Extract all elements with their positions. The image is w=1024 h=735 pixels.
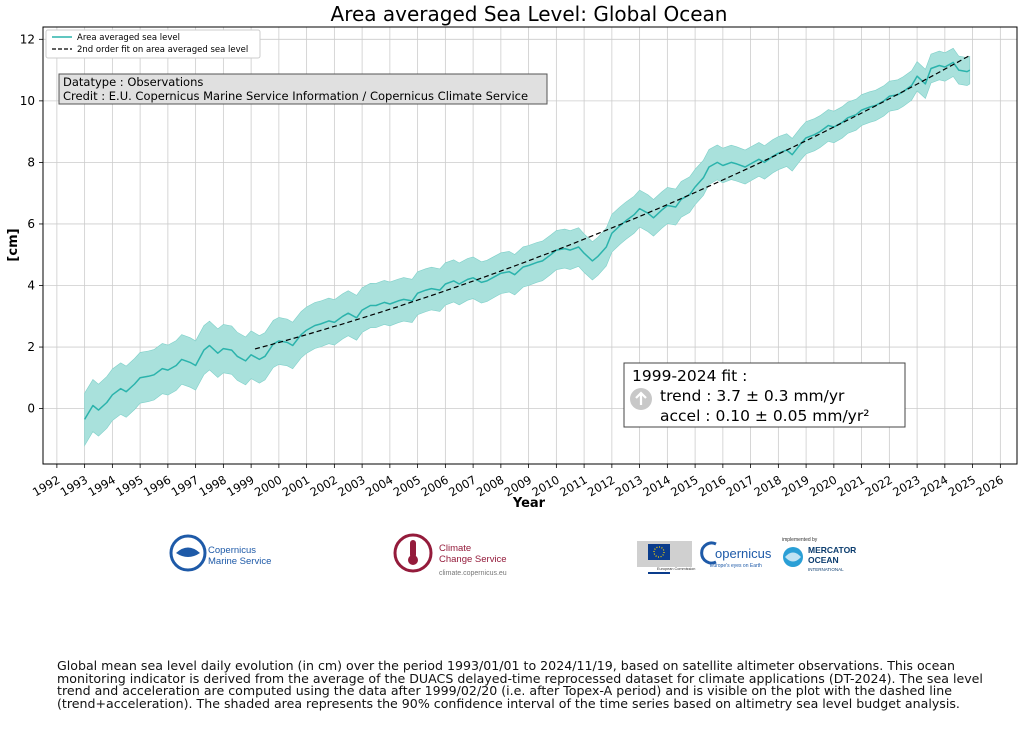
svg-text:Change Service: Change Service	[439, 554, 507, 565]
x-tick-label: 1992	[30, 473, 62, 500]
x-tick-label: 1996	[141, 473, 173, 500]
plot-frame	[42, 26, 1018, 465]
y-ticks: 0 2 4 6 8 10 12	[20, 32, 43, 416]
x-tick-label: 1998	[197, 473, 229, 500]
fish-icon	[176, 547, 200, 557]
svg-text:MERCATOR: MERCATOR	[808, 545, 856, 555]
x-tick-label: 2016	[696, 473, 728, 500]
confidence-band	[84, 47, 971, 447]
copernicus-marine-logo: Copernicus Marine Service	[169, 534, 271, 572]
svg-text:opernicus: opernicus	[715, 546, 772, 561]
legend-label-sea-level: Area averaged sea level	[77, 33, 180, 43]
thermometer-icon	[410, 540, 416, 558]
legend-label-fit: 2nd order fit on area averaged sea level	[77, 45, 248, 55]
x-tick-label: 2013	[613, 473, 645, 500]
sea-level-line	[83, 61, 971, 420]
x-tick-label: 2023	[890, 473, 922, 500]
x-tick-label: 1999	[224, 473, 256, 500]
credit-box: Datatype : Observations Credit : E.U. Co…	[58, 73, 548, 105]
x-tick-label: 2015	[668, 473, 700, 500]
x-axis-label: Year	[512, 496, 546, 511]
y-tick-label: 0	[27, 402, 35, 416]
copernicus-logo: opernicus Europe's eyes on Earth	[700, 541, 772, 569]
legend: Area averaged sea level 2nd order fit on…	[45, 29, 261, 59]
fit-trend: trend : 3.7 ± 0.3 mm/yr	[660, 387, 845, 405]
x-tick-label: 2012	[585, 473, 617, 500]
svg-text:implemented by: implemented by	[782, 537, 818, 543]
x-tick-label: 2007	[446, 473, 478, 500]
svg-text:INTERNATIONAL: INTERNATIONAL	[808, 567, 844, 572]
x-tick-label: 2025	[946, 473, 978, 500]
x-tick-label: 2006	[419, 473, 451, 500]
x-tick-label: 1993	[58, 473, 90, 500]
x-tick-label: 2022	[863, 473, 895, 500]
x-tick-label: 2001	[280, 473, 312, 500]
y-tick-label: 10	[20, 94, 35, 108]
x-tick-label: 2018	[752, 473, 784, 500]
svg-text:Copernicus: Copernicus	[208, 545, 256, 556]
svg-text:OCEAN: OCEAN	[808, 555, 839, 565]
fit-dashed-line	[254, 55, 970, 350]
arrow-up-icon	[635, 391, 647, 405]
x-tick-label: 1997	[169, 473, 201, 500]
y-axis-label: [cm]	[6, 228, 21, 261]
confidence-band-area	[84, 47, 971, 447]
x-tick-label: 2002	[308, 473, 340, 500]
x-tick-label: 2021	[835, 473, 867, 500]
chart-title: Area averaged Sea Level: Global Ocean	[331, 2, 728, 26]
y-tick-label: 8	[27, 155, 35, 169]
x-ticks: 1992199319941995199619971998199920002001…	[30, 464, 1006, 499]
logo-strip: Copernicus Marine Service Climate Change…	[169, 533, 856, 577]
x-tick-label: 2019	[779, 473, 811, 500]
credit-text: Credit : E.U. Copernicus Marine Service …	[63, 89, 528, 103]
x-tick-label: 2024	[918, 473, 950, 500]
x-tick-label: 1995	[113, 473, 145, 500]
datatype-text: Datatype : Observations	[63, 75, 203, 89]
y-tick-label: 2	[27, 340, 35, 354]
sea-level-chart: Area averaged Sea Level: Global Ocean 19…	[6, 2, 1018, 511]
svg-text:climate.copernicus.eu: climate.copernicus.eu	[439, 570, 507, 577]
eu-flag-icon	[648, 544, 670, 560]
x-tick-label: 2014	[641, 473, 673, 500]
x-tick-label: 2000	[252, 473, 284, 500]
x-tick-label: 2004	[363, 473, 395, 500]
x-tick-label: 1994	[86, 473, 118, 500]
x-tick-label: 2008	[474, 473, 506, 500]
c3s-logo: Climate Change Service climate.copernicu…	[393, 533, 507, 577]
fit-accel: accel : 0.10 ± 0.05 mm/yr²	[660, 407, 869, 425]
x-tick-label: 2026	[974, 473, 1006, 500]
svg-text:Climate: Climate	[439, 543, 471, 554]
svg-text:Marine Service: Marine Service	[208, 556, 271, 567]
fit-title: 1999-2024 fit :	[632, 367, 747, 385]
x-tick-label: 2020	[807, 473, 839, 500]
european-commission-logo: European Commission	[637, 541, 695, 574]
y-tick-label: 6	[27, 217, 35, 231]
x-tick-label: 2005	[391, 473, 423, 500]
y-tick-label: 4	[27, 279, 35, 293]
svg-text:European Commission: European Commission	[657, 567, 695, 571]
figure-caption: Global mean sea level daily evolution (i…	[57, 658, 983, 711]
series	[83, 55, 971, 420]
svg-text:Europe's eyes on Earth: Europe's eyes on Earth	[710, 563, 762, 569]
x-tick-label: 2017	[724, 473, 756, 500]
mercator-ocean-logo: implemented by MERCATOR OCEAN INTERNATIO…	[782, 537, 856, 572]
x-tick-label: 2011	[557, 473, 589, 500]
fit-info-box: 1999-2024 fit : trend : 3.7 ± 0.3 mm/yr …	[623, 362, 906, 428]
x-tick-label: 2003	[335, 473, 367, 500]
y-tick-label: 12	[20, 32, 35, 46]
copernicus-c-icon	[700, 541, 717, 565]
